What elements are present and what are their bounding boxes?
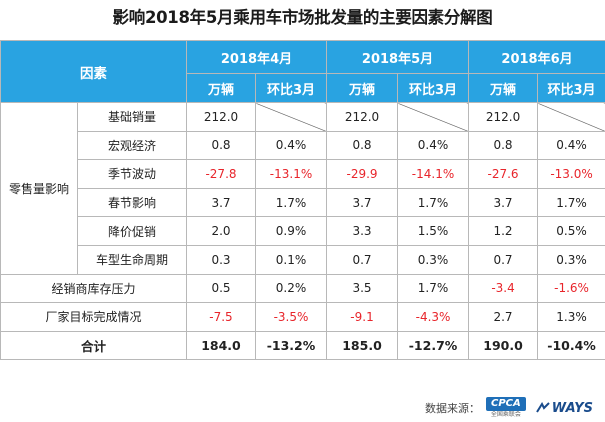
cell-ratio: 1.7% [254,187,328,218]
total-row: 合计 184.0 -13.2% 185.0 -12.7% 190.0 -10.4… [0,330,605,361]
factor-table: 因素 2018年4月 2018年5月 2018年6月 万辆 环比3月 万辆 环比… [0,40,605,361]
row-label: 季节波动 [77,159,187,189]
cell-value: 3.7 [326,187,399,218]
cell-value: 2.7 [468,302,539,332]
cell-value: 0.8 [326,130,399,161]
cell-value: 3.7 [468,187,539,218]
cell-ratio: 0.4% [254,130,328,161]
cpca-logo: CPCA 全国乘联会 [486,397,526,419]
row-label: 厂家目标完成情况 [0,302,187,332]
ways-swoosh-icon [535,402,550,413]
cell-value: 3.3 [326,216,399,246]
row-label: 车型生命周期 [77,244,187,275]
cell-ratio: 0.1% [254,244,328,275]
cpca-logo-mark: CPCA [486,397,526,411]
header-month-apr: 2018年4月 [185,40,328,74]
cell-diagonal [254,102,328,132]
cell-value: 0.8 [186,130,256,161]
header-factor: 因素 [0,40,187,103]
total-ratio: -12.7% [397,330,470,361]
row-label: 经销商库存压力 [0,273,187,304]
table-row: 降价促销 2.0 0.9% 3.3 1.5% 1.2 0.5% [1,216,605,246]
cell-ratio: 0.3% [397,244,470,275]
total-ratio: -13.2% [254,330,328,361]
cell-value: 0.3 [186,244,256,275]
source-footer: 数据来源： CPCA 全国乘联会 WAYS [425,397,593,419]
header-unit-apr: 万辆 [186,73,256,103]
cell-ratio: 1.7% [397,187,470,218]
table-row: 春节影响 3.7 1.7% 3.7 1.7% 3.7 1.7% [1,187,605,218]
cell-value: 212.0 [468,102,539,132]
header-unit-jun: 万辆 [468,73,539,103]
cell-ratio: -3.5% [254,302,328,332]
cell-ratio: 1.3% [537,302,605,332]
cell-value: -7.5 [186,302,256,332]
row-label: 基础销量 [77,102,187,132]
total-value: 184.0 [186,330,256,361]
group-label-retail: 零售量影响 [0,102,78,275]
cell-ratio: 1.5% [397,216,470,246]
row-label: 宏观经济 [77,130,187,161]
cell-value: -3.4 [468,273,539,304]
cell-value: 0.8 [468,130,539,161]
table-row: 零售量影响 基础销量 212.0 212.0 212.0 [0,102,605,275]
cell-value: 3.7 [186,187,256,218]
cell-ratio: 1.7% [397,273,470,304]
header-ratio-jun: 环比3月 [537,73,605,103]
cell-value: 3.5 [326,273,399,304]
cell-value: 0.5 [186,273,256,304]
cell-ratio: 0.4% [397,130,470,161]
cell-diagonal [397,102,470,132]
row-label: 降价促销 [77,216,187,246]
header-month-jun: 2018年6月 [468,40,605,74]
cell-ratio: 1.7% [537,187,605,218]
cell-value: 2.0 [186,216,256,246]
row-label: 春节影响 [77,187,187,218]
cell-ratio: 0.2% [254,273,328,304]
cell-value: 0.7 [468,244,539,275]
cell-ratio: -13.0% [537,159,605,189]
ways-logo-text: WAYS [551,400,593,416]
header-ratio-apr: 环比3月 [254,73,328,103]
cell-diagonal [537,102,605,132]
cell-value: -9.1 [326,302,399,332]
cell-ratio: 0.3% [537,244,605,275]
table-row: 车型生命周期 0.3 0.1% 0.7 0.3% 0.7 0.3% [1,244,605,275]
cell-ratio: 0.4% [537,130,605,161]
cell-ratio: -1.6% [537,273,605,304]
cell-ratio: 0.9% [254,216,328,246]
cell-ratio: -13.1% [254,159,328,189]
total-label: 合计 [0,330,187,361]
header-month-may: 2018年5月 [326,40,470,74]
header-ratio-may: 环比3月 [397,73,470,103]
table-row: 厂家目标完成情况 -7.5 -3.5% -9.1 -4.3% 2.7 1.3% [0,302,605,332]
page-title: 影响2018年5月乘用车市场批发量的主要因素分解图 [112,8,493,27]
cell-value: -29.9 [326,159,399,189]
cell-value: -27.6 [468,159,539,189]
table-row: 季节波动 -27.8 -13.1% -29.9 -14.1% -27.6 -13… [1,159,605,189]
total-value: 185.0 [326,330,399,361]
source-label: 数据来源： [425,402,480,415]
table-row: 宏观经济 0.8 0.4% 0.8 0.4% 0.8 0.4% [1,130,605,161]
cpca-logo-subtitle: 全国乘联会 [490,411,521,418]
total-value: 190.0 [468,330,539,361]
table-row: 经销商库存压力 0.5 0.2% 3.5 1.7% -3.4 -1.6% [0,273,605,304]
cell-value: 0.7 [326,244,399,275]
total-ratio: -10.4% [537,330,605,361]
cell-value: 212.0 [186,102,256,132]
ways-logo: WAYS [535,400,593,416]
cell-ratio: -4.3% [397,302,470,332]
cell-ratio: -14.1% [397,159,470,189]
cell-value: 212.0 [326,102,399,132]
cell-value: -27.8 [186,159,256,189]
cell-ratio: 0.5% [537,216,605,246]
cell-value: 1.2 [468,216,539,246]
header-unit-may: 万辆 [326,73,399,103]
